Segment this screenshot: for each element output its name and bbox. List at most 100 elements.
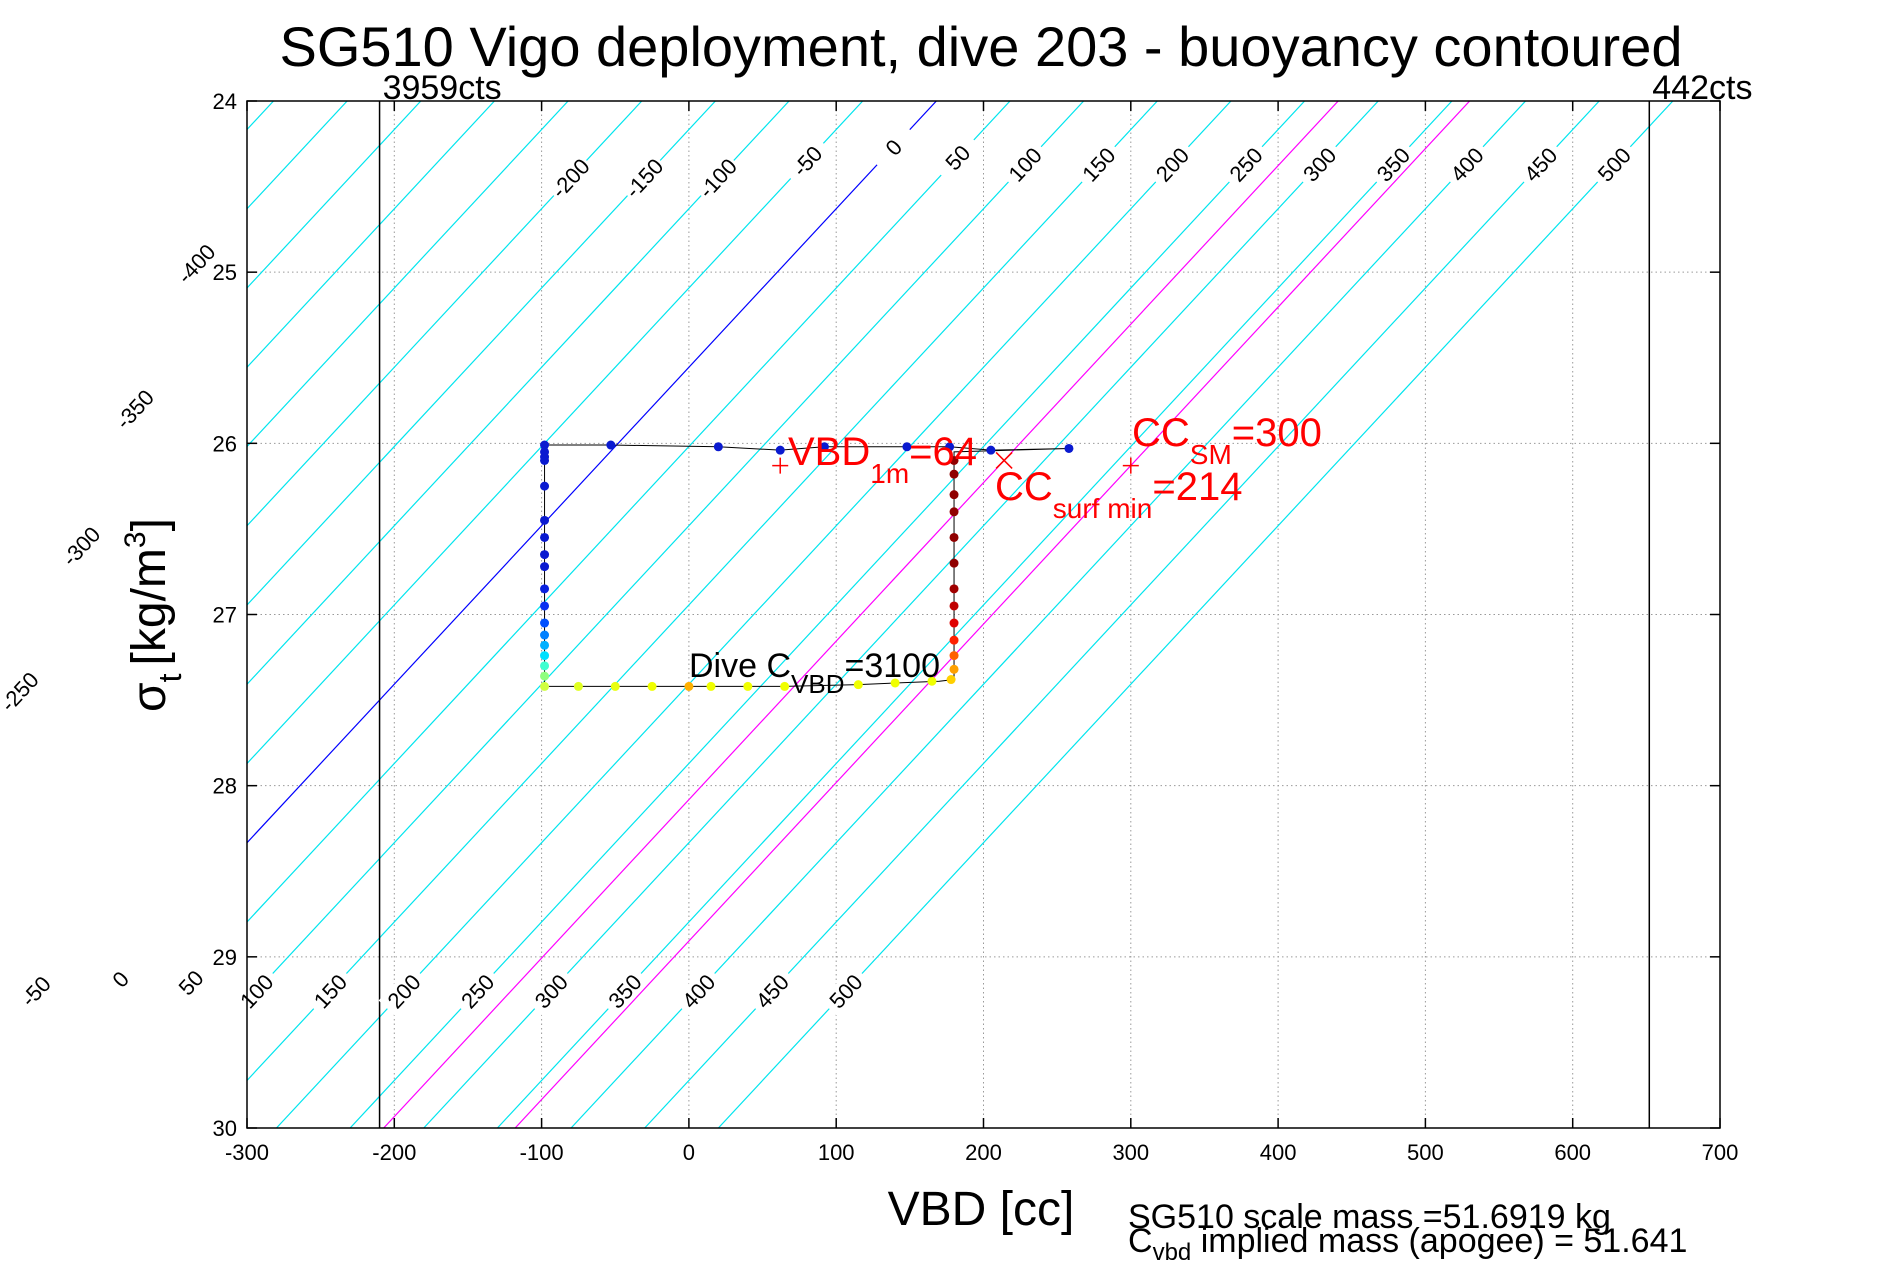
x-tick-label: 500 xyxy=(1407,1140,1444,1165)
plus-marker xyxy=(772,457,789,474)
contour-label-bg xyxy=(170,237,222,290)
dive-path-line xyxy=(544,444,1069,687)
dive-point xyxy=(606,440,616,450)
markers xyxy=(772,451,1139,474)
contour-label-bg xyxy=(452,965,503,1017)
dive-point xyxy=(540,481,550,491)
contour-label: 200 xyxy=(378,965,429,1017)
dive-point xyxy=(945,442,955,452)
contour-label: -50 xyxy=(10,965,61,1017)
buoyancy-contour-line xyxy=(247,101,422,289)
cc-surf-min-annotation: CCsurf min=214 xyxy=(995,465,1242,524)
buoyancy-contour-line xyxy=(247,101,790,686)
dive-point xyxy=(540,681,550,691)
buoyancy-contour-line xyxy=(247,101,495,369)
dive-c-vbd-annotation: Dive CVBD=3100 xyxy=(689,647,940,699)
x-tick-label: 100 xyxy=(818,1140,855,1165)
contour-label-bg xyxy=(1441,138,1492,191)
y-axis-label: σt[kg/m3] xyxy=(119,518,188,712)
contour-label-bg xyxy=(1294,138,1345,191)
contour-label-bg xyxy=(55,520,106,572)
dive-point xyxy=(949,651,959,661)
contour-label-bg xyxy=(231,965,282,1017)
dive-point xyxy=(986,445,996,455)
buoyancy-contour-line xyxy=(570,101,1527,1128)
contour-labels: -400-350-300-250-200 -150 -100 -50 0 50 100 150… xyxy=(0,121,1640,1017)
y-tick-label: 30 xyxy=(213,1116,237,1141)
dive-path xyxy=(544,444,1069,687)
dive-point xyxy=(949,618,959,628)
dive-point xyxy=(540,618,550,628)
contour-label-bg xyxy=(1588,138,1640,191)
buoyancy-contour-line xyxy=(644,101,1600,1128)
dive-point xyxy=(902,442,912,452)
contour-label-bg xyxy=(673,965,724,1017)
buoyancy-contour-line xyxy=(423,101,1379,1128)
dive-point xyxy=(713,442,723,452)
dive-point xyxy=(946,675,956,685)
dive-point xyxy=(853,680,863,690)
dive-point xyxy=(540,455,550,465)
dive-point xyxy=(949,532,959,542)
dive-point xyxy=(890,678,900,688)
contour-label-bg xyxy=(932,131,983,184)
contour-label-bg xyxy=(692,152,743,204)
contour-label-bg xyxy=(820,965,871,1017)
dive-point xyxy=(540,562,550,572)
implied-mass-note: Cvbd implied mass (apogee) = 51.641 xyxy=(1128,1222,1687,1262)
axis-ticks: -300 -200 -100 0 100 200 300 400 500 600 700242526… xyxy=(213,89,1739,1165)
dive-point xyxy=(949,601,959,611)
contour-label: 0 xyxy=(95,953,146,1005)
contour-label-bg xyxy=(1220,138,1271,191)
cc-sm-annotation: CCSM=300 xyxy=(1132,411,1322,470)
dive-point xyxy=(540,671,550,681)
contour-label-bg xyxy=(165,956,216,1009)
dive-point xyxy=(949,469,959,479)
dive-point xyxy=(540,651,550,661)
contour-label-bg xyxy=(1073,138,1124,191)
dive-point xyxy=(949,584,959,594)
dive-point xyxy=(540,661,550,671)
buoyancy-contour-line xyxy=(717,101,1674,1128)
contour-label: -350 xyxy=(109,383,160,435)
buoyancy-contour-line xyxy=(247,101,864,765)
buoyancy-contour-line xyxy=(247,101,1011,923)
dive-point xyxy=(540,532,550,542)
dive-points xyxy=(540,440,1074,691)
x-tick-label: 600 xyxy=(1554,1140,1591,1165)
x-tick-label: -200 xyxy=(372,1140,416,1165)
contour-label-text: -250 xyxy=(0,667,44,716)
plus-marker xyxy=(1122,457,1139,474)
dive-point xyxy=(780,681,790,691)
contour-label: 50 xyxy=(165,956,216,1009)
buoyancy-contour-line xyxy=(247,101,1085,1003)
contour-label: -250 xyxy=(0,665,45,718)
dive-point xyxy=(949,507,959,517)
contour-label-bg xyxy=(545,152,596,204)
contour-label-bg xyxy=(304,965,356,1017)
contour-label-bg xyxy=(0,665,45,718)
dive-point xyxy=(540,601,550,611)
buoyancy-contour-line xyxy=(247,101,937,844)
contour-label-bg xyxy=(378,965,429,1017)
dive-point xyxy=(949,558,959,568)
contour-label-bg xyxy=(868,121,919,173)
buoyancy-highlight-line xyxy=(514,101,1471,1128)
x-axis-label: VBD [cc] xyxy=(888,1183,1075,1236)
contour-label: 0 xyxy=(868,121,919,173)
dive-point xyxy=(647,681,657,691)
y-tick-label: 28 xyxy=(213,774,237,799)
contour-label: 500 xyxy=(1588,138,1640,191)
contour-label-bg xyxy=(746,965,798,1017)
dive-point xyxy=(927,676,937,686)
x-tick-label: 0 xyxy=(683,1140,695,1165)
vbd-1m-annotation: VBD1m=64 xyxy=(788,430,977,489)
buoyancy-contour-line xyxy=(0,101,126,1128)
dive-point xyxy=(540,515,550,525)
y-tick-label: 29 xyxy=(213,945,237,970)
chart-title: SG510 Vigo deployment, dive 203 - buoyan… xyxy=(279,15,1682,78)
scale-mass-note: SG510 scale mass =51.6919 kg xyxy=(1128,1198,1611,1236)
dive-point xyxy=(540,630,550,640)
dive-point xyxy=(610,681,620,691)
